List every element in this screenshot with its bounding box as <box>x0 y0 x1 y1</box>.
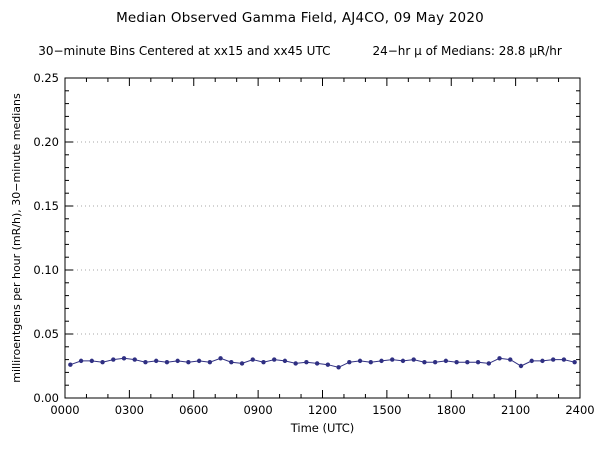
y-tick-label: 0.10 <box>33 263 59 277</box>
x-tick-label: 2100 <box>501 403 530 417</box>
x-tick-label: 0900 <box>243 403 272 417</box>
data-point <box>186 359 191 365</box>
data-point <box>261 359 266 365</box>
data-point <box>508 357 513 362</box>
x-tick-label: 0000 <box>50 403 79 417</box>
data-point <box>465 359 470 365</box>
data-point <box>561 357 567 362</box>
x-axis-title: Time (UTC) <box>290 421 355 435</box>
data-point <box>411 357 416 362</box>
y-tick-label: 0.25 <box>33 71 59 85</box>
data-point <box>78 358 84 364</box>
data-point <box>550 357 556 362</box>
data-point <box>368 359 373 365</box>
data-point <box>293 361 298 366</box>
data-point <box>325 362 331 367</box>
x-tick-label: 0600 <box>179 403 208 417</box>
data-point <box>111 357 116 362</box>
chart-subtitle: 30−minute Bins Centered at xx15 and xx45… <box>0 44 600 58</box>
data-point <box>390 357 395 362</box>
subtitle-bins: 30−minute Bins Centered at xx15 and xx45… <box>38 44 331 58</box>
x-tick-label: 2400 <box>565 403 594 417</box>
x-tick-label: 1200 <box>308 403 337 417</box>
data-point <box>379 358 384 364</box>
data-point <box>218 356 223 361</box>
data-point <box>314 361 320 366</box>
y-tick-label: 0.00 <box>33 391 59 405</box>
x-tick-label: 1500 <box>372 403 401 417</box>
data-point <box>572 359 577 365</box>
data-point <box>518 363 524 369</box>
data-point <box>250 357 255 362</box>
plot-frame <box>64 77 581 399</box>
y-tick-label: 0.20 <box>33 135 59 149</box>
data-point <box>229 359 234 365</box>
data-point <box>121 356 127 361</box>
data-point <box>347 359 352 365</box>
data-point <box>282 358 288 364</box>
x-tick-label: 1800 <box>437 403 466 417</box>
y-tick-label: 0.15 <box>33 199 59 213</box>
data-point <box>497 356 502 361</box>
data-point <box>422 359 427 365</box>
y-axis-title: milliroentgens per hour (mR/h), 30−minut… <box>10 93 23 383</box>
data-point <box>132 357 137 362</box>
subtitle-mean: 24−hr μ of Medians: 28.8 μR/hr <box>372 44 562 58</box>
data-point <box>475 359 481 365</box>
data-point <box>304 359 309 365</box>
data-point <box>89 358 95 364</box>
data-point <box>336 365 341 370</box>
data-point <box>68 362 73 367</box>
data-point <box>143 359 148 365</box>
data-point <box>486 361 492 366</box>
data-point <box>196 358 202 364</box>
data-point <box>164 359 170 365</box>
data-point <box>432 359 438 365</box>
data-point <box>540 358 545 364</box>
data-point <box>454 359 459 365</box>
data-point <box>529 358 534 364</box>
data-point <box>153 358 159 364</box>
data-point <box>357 358 363 364</box>
data-point <box>175 358 180 364</box>
y-tick-label: 0.05 <box>33 327 59 341</box>
data-point <box>400 358 406 364</box>
x-tick-label: 0300 <box>115 403 144 417</box>
data-point <box>443 358 449 364</box>
data-point <box>272 357 277 362</box>
data-point <box>239 361 245 366</box>
chart-title: Median Observed Gamma Field, AJ4CO, 09 M… <box>116 10 484 26</box>
data-point <box>100 359 105 365</box>
data-point <box>207 359 213 365</box>
